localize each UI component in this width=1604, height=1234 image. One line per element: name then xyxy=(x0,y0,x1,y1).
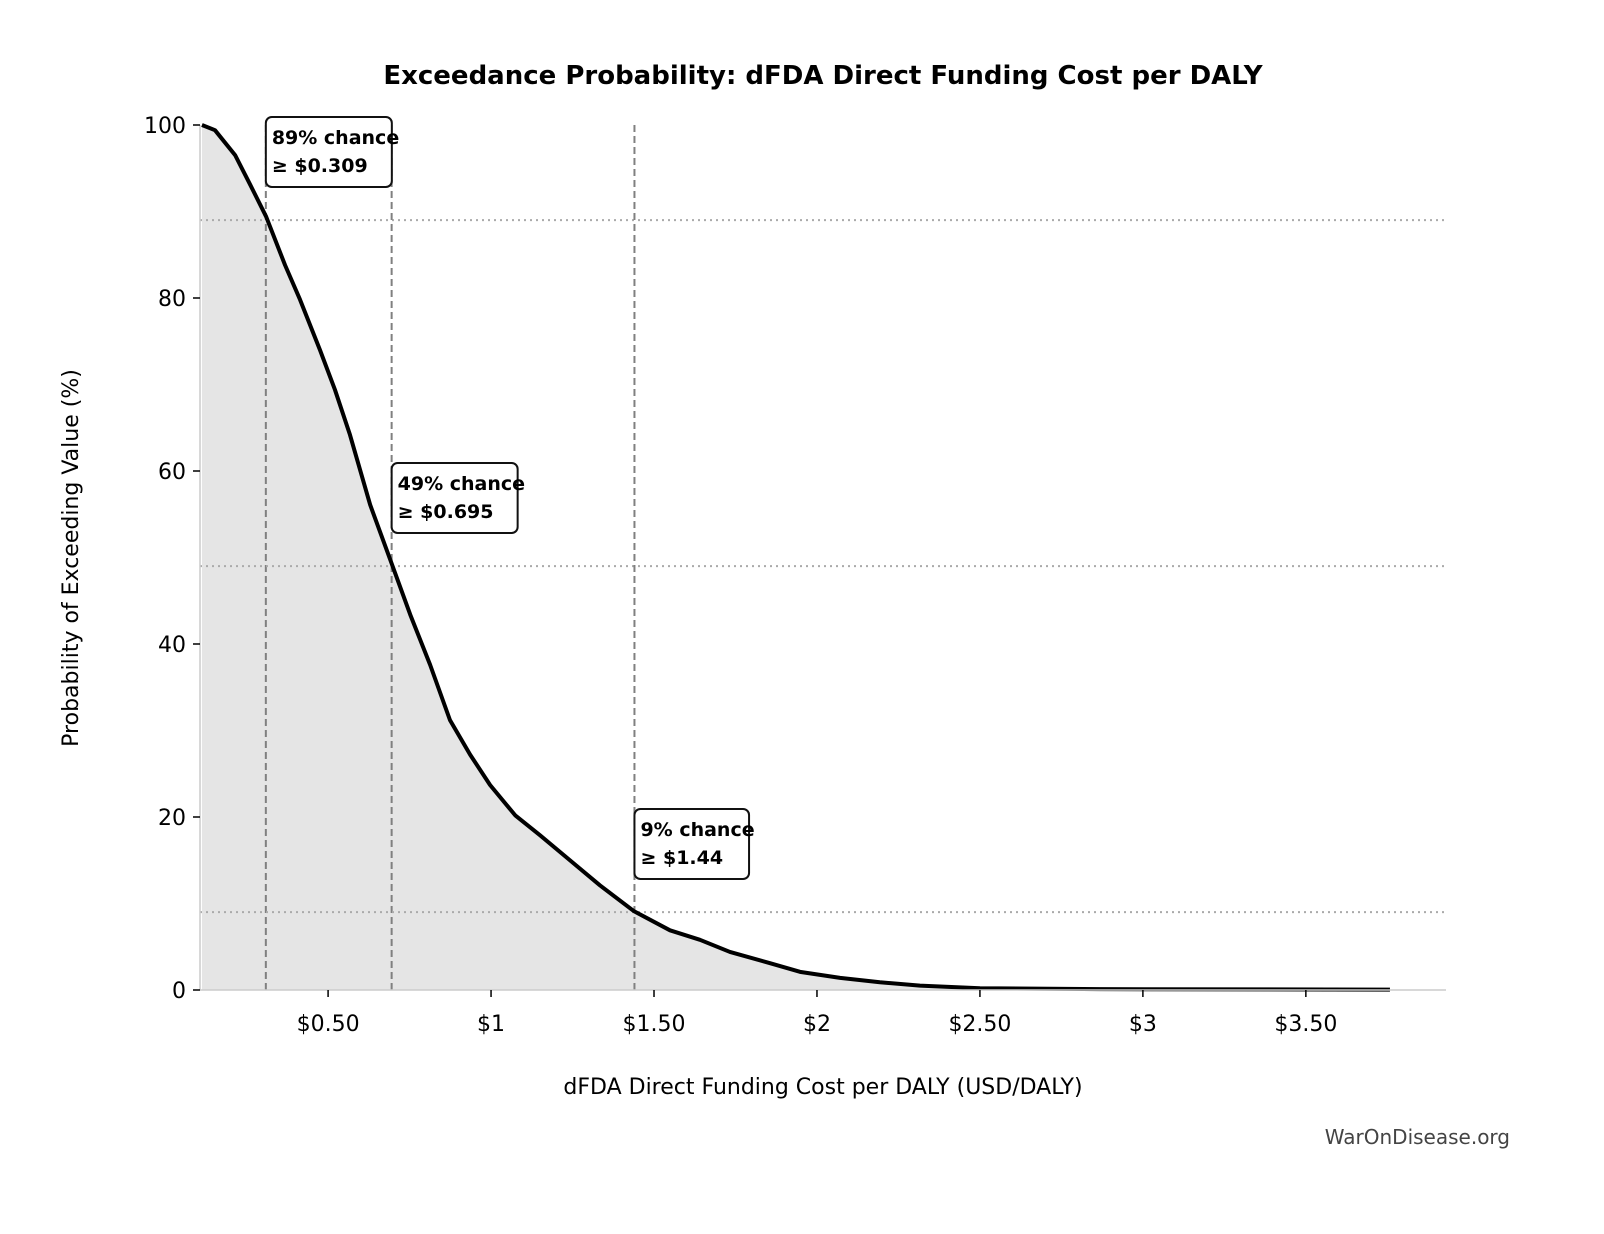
area-fill xyxy=(201,125,1390,990)
y-tick-label: 60 xyxy=(158,460,186,485)
x-axis-label: dFDA Direct Funding Cost per DALY (USD/D… xyxy=(563,1075,1082,1100)
watermark: WarOnDisease.org xyxy=(1325,1125,1510,1149)
y-tick-label: 40 xyxy=(158,633,186,658)
plot-area: $0.50 $1 $1.50 $2 $2.50 $3 $3.50 0 20 40 60 80 100 89… xyxy=(144,114,1446,1037)
annotation-box: 9% chance ≥ $1.44 xyxy=(633,808,755,880)
annotation-line1: 9% chance xyxy=(640,819,754,841)
x-tick-label: $1.50 xyxy=(623,1012,686,1037)
chart-title: Exceedance Probability: dFDA Direct Fund… xyxy=(383,61,1263,91)
annotation-frame xyxy=(390,462,519,534)
y-tick-label: 80 xyxy=(158,287,186,312)
exceedance-curve xyxy=(201,123,1390,992)
annotation-line1: 89% chance xyxy=(272,127,399,149)
x-tick-label: $2 xyxy=(803,1012,831,1037)
y-axis-label: Probability of Exceeding Value (%) xyxy=(59,369,84,747)
y-tick-label: 0 xyxy=(172,979,186,1004)
x-tick-label: $3 xyxy=(1129,1012,1157,1037)
annotation-line1: 49% chance xyxy=(398,473,525,495)
annotation-box: 49% chance ≥ $0.695 xyxy=(390,462,525,534)
y-tick-label: 100 xyxy=(144,114,186,139)
annotation-box: 89% chance ≥ $0.309 xyxy=(264,116,399,188)
x-tick-label: $2.50 xyxy=(948,1012,1011,1037)
annotation-frame xyxy=(264,116,393,188)
x-tick-label: $3.50 xyxy=(1274,1012,1337,1037)
annotation-frame xyxy=(633,808,751,880)
y-tick-label: 20 xyxy=(158,806,186,831)
annotation-line2: ≥ $0.309 xyxy=(272,155,368,177)
annotation-line2: ≥ $1.44 xyxy=(640,847,723,869)
annotation-line2: ≥ $0.695 xyxy=(398,501,494,523)
x-tick-label: $1 xyxy=(477,1012,505,1037)
x-tick-label: $0.50 xyxy=(297,1012,360,1037)
